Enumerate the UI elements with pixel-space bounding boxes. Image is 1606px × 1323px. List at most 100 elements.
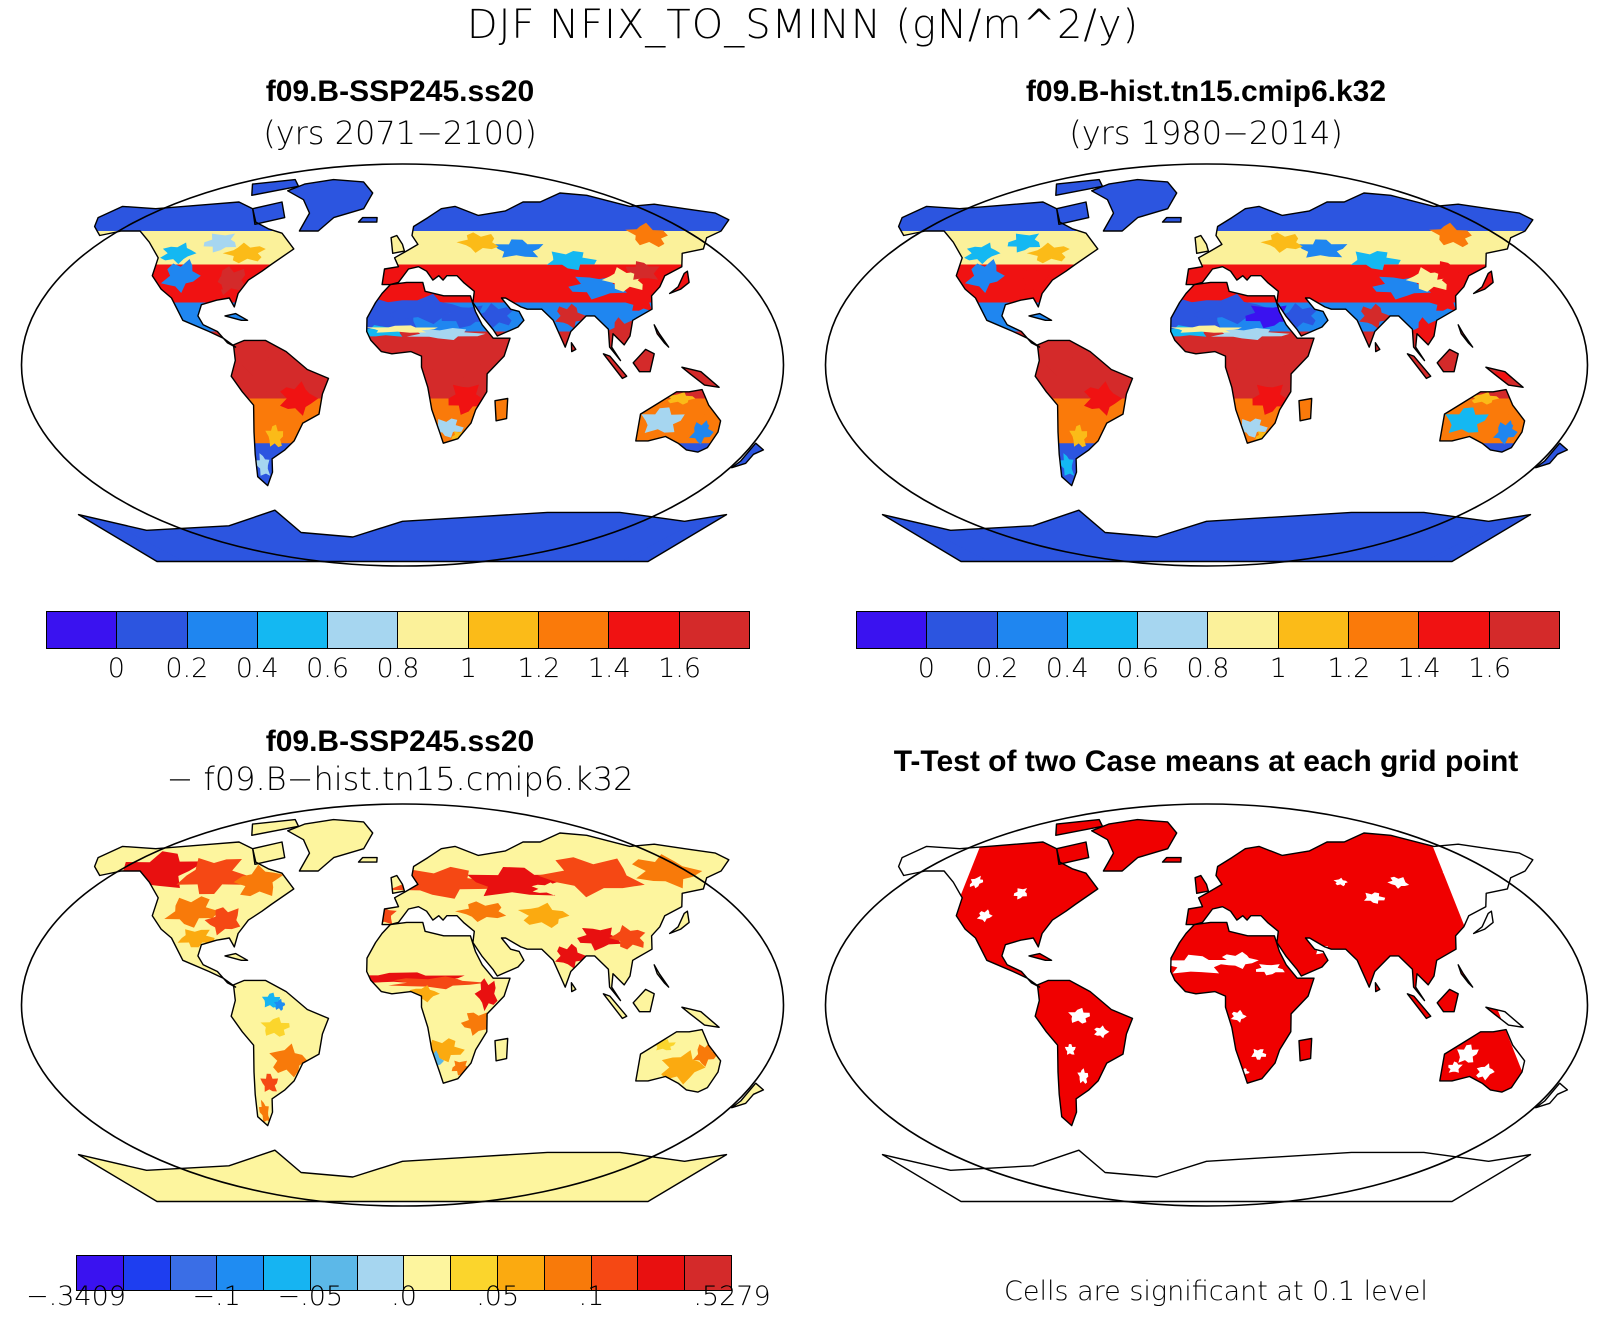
field-patch [1369, 233, 1427, 254]
colorbar-swatch [544, 1256, 592, 1290]
field-patch [964, 259, 1005, 293]
colorbar-tick-label: 0.8 [1186, 653, 1230, 684]
field-patch [641, 407, 685, 433]
coastline-sumatra [602, 993, 628, 1020]
field-patch [1387, 876, 1410, 889]
colorbar-swatch [77, 1256, 124, 1290]
colorbar-swatch [468, 612, 540, 648]
ocean [825, 804, 1588, 1206]
coastline-greenland [1091, 818, 1178, 872]
colorbar-tick-label: 0.4 [235, 653, 279, 684]
coastline-uk [390, 234, 406, 254]
colorbar-swatch [264, 1256, 311, 1290]
colorbar-tick-label: .05 [476, 1281, 520, 1312]
coastline-borneo [632, 348, 655, 373]
coastline-ellesmere [251, 178, 300, 196]
colorbar-swatch [679, 612, 749, 648]
coastline-eurasia [1185, 832, 1534, 1002]
field-patch [1045, 351, 1111, 399]
field-patch [210, 266, 246, 296]
coastline-madagascar [494, 397, 509, 422]
field-patch [203, 233, 237, 253]
colorbar-swatch [1349, 612, 1420, 648]
field-patch [1469, 392, 1500, 405]
colorbar-tick-label: 1.2 [1327, 653, 1371, 684]
colorbar-swatch [398, 612, 469, 648]
field-patch [1164, 954, 1230, 974]
field-patch [204, 907, 241, 936]
colorbar-swatch [638, 1256, 686, 1290]
colorbar-swatch [498, 1256, 545, 1290]
colorbar-swatch [310, 1256, 358, 1290]
colorbar-case2 [856, 611, 1560, 649]
field-patch [1026, 242, 1070, 264]
field-patch [195, 275, 223, 295]
colorbar-difference [76, 1255, 732, 1291]
colorbar-swatch [1208, 612, 1279, 648]
panel3-subtitle: − f09.B−hist.tn15.cmip6.k32 [166, 760, 634, 798]
map-difference [20, 803, 785, 1207]
colorbar-tick-label: 0.2 [975, 653, 1019, 684]
coastline-australia [635, 388, 722, 453]
coastline-cuba [1028, 312, 1053, 321]
colorbar-swatch [857, 612, 928, 648]
field-patch [1210, 328, 1290, 340]
map-border [824, 803, 1589, 1207]
colorbar-swatch [1419, 612, 1490, 648]
field-patch [969, 875, 984, 889]
coastline-srilanka [1374, 342, 1381, 353]
field-patch [1084, 381, 1123, 416]
field-patch [1251, 1048, 1267, 1060]
coastline-uk [1194, 234, 1210, 254]
field-patch [475, 303, 513, 328]
coastline-newguinea [681, 1006, 720, 1028]
field-patch [565, 233, 623, 254]
coastline-philippines [653, 964, 670, 988]
field-patch [1068, 1007, 1090, 1024]
coastline-philippines [1457, 324, 1474, 348]
colorbar-swatch [1489, 612, 1559, 648]
colorbar-tick-label: 0.4 [1045, 653, 1089, 684]
colorbar-tick-label: 1.6 [1468, 653, 1512, 684]
colorbar-swatch [47, 612, 118, 648]
colorbar-swatch [1067, 612, 1139, 648]
colorbar-case1-ticks: 0 0.2 0.4 0.6 0.8 1 1.2 1.4 1.6 [46, 653, 750, 687]
field-patch [999, 275, 1027, 295]
field-patch [1493, 420, 1518, 445]
field-patch [976, 909, 993, 923]
field-patch [269, 1043, 308, 1078]
field-patch [1429, 222, 1472, 248]
colorbar-tick-label: 0.6 [306, 653, 350, 684]
colorbar-case1 [46, 611, 750, 649]
map-border [824, 163, 1589, 567]
field-patch [493, 239, 544, 258]
coastline-sumatra [602, 353, 628, 380]
field-patch [653, 1039, 676, 1051]
field-patch [632, 854, 703, 889]
field-patch [625, 291, 655, 312]
field-patch [1007, 233, 1041, 253]
field-patch [456, 232, 499, 253]
colorbar-swatch [1138, 612, 1209, 648]
map-case1 [20, 163, 785, 567]
coastline-borneo [632, 988, 655, 1013]
coastline-cuba [1028, 952, 1053, 961]
coastline-antarctica [77, 509, 728, 563]
colorbar-tick-label: 1 [1269, 653, 1287, 684]
field-patch [388, 976, 487, 990]
field-patch [1448, 1061, 1463, 1073]
field-patch [1279, 303, 1317, 328]
colorbar-swatch [1278, 612, 1350, 648]
coastline-greenland [287, 818, 374, 872]
coastline-ellesmere [1055, 818, 1104, 836]
colorbar-tick-label: 0.2 [165, 653, 209, 684]
colorbar-tick-label: −.3409 [26, 1281, 126, 1312]
field-patch [451, 1060, 470, 1076]
coastline-srilanka [570, 982, 577, 993]
coastline-newguinea [681, 366, 720, 388]
coastline-greenland [1091, 178, 1178, 232]
coastline-uk [390, 874, 406, 894]
field-patch [555, 943, 587, 969]
panel4-title: T-Test of two Case means at each grid po… [893, 745, 1519, 778]
colorbar-swatch [685, 1256, 731, 1290]
